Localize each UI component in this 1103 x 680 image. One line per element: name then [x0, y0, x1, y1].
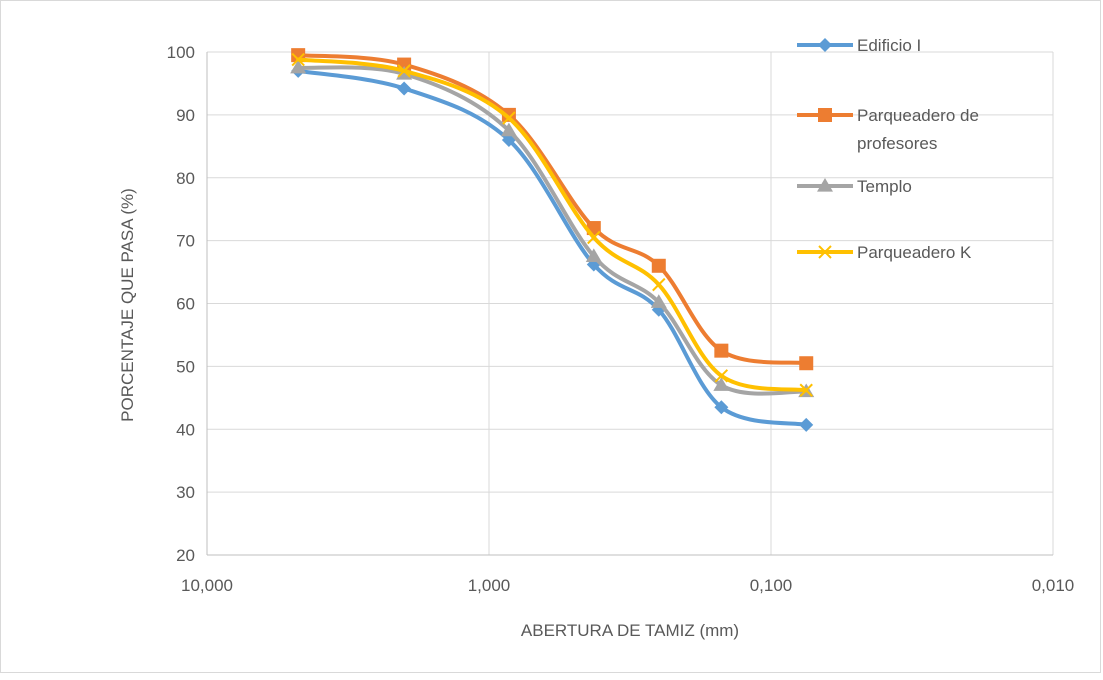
data-point	[502, 111, 516, 125]
data-point	[714, 400, 729, 415]
data-point	[397, 81, 412, 96]
legend-marker	[818, 38, 832, 52]
y-tick-label: 20	[176, 546, 195, 565]
data-point	[799, 417, 814, 432]
y-tick-label: 100	[167, 43, 195, 62]
x-tick-label: 1,000	[468, 576, 511, 595]
legend-label: Edificio I	[857, 36, 921, 55]
legend-item: Templo	[797, 177, 912, 196]
legend: Edificio I Parqueadero de profesores Templo…	[797, 36, 979, 262]
legend-label: Parqueadero de profesores	[857, 106, 979, 153]
data-point	[587, 230, 601, 245]
data-point	[652, 277, 666, 292]
y-tick-label: 50	[176, 357, 195, 376]
data-point	[651, 258, 666, 273]
data-point	[291, 52, 305, 67]
y-tick-label: 60	[176, 295, 195, 314]
legend-label: Templo	[857, 177, 912, 196]
legend-item: Edificio I	[797, 36, 921, 55]
data-point	[585, 248, 602, 262]
y-axis-label: PORCENTAJE QUE PASA (%)	[118, 188, 137, 422]
x-tick-label: 10,000	[181, 576, 233, 595]
data-point	[290, 59, 307, 74]
series-layer	[290, 48, 815, 432]
y-tick-label: 30	[176, 483, 195, 502]
y-tick-label: 70	[176, 232, 195, 251]
legend-marker	[817, 178, 833, 192]
data-point	[397, 64, 411, 78]
series-4	[291, 52, 813, 397]
y-tick-label: 90	[176, 106, 195, 125]
data-point	[714, 343, 729, 358]
legend-item: Parqueadero K	[797, 243, 972, 262]
data-point	[650, 294, 667, 308]
legend-item: Parqueadero de profesores	[797, 106, 979, 153]
grid	[206, 51, 1054, 556]
y-tick-label: 80	[176, 169, 195, 188]
axes: 20 30 40 50 60 70 80 90 100 10,000 1,000 0,100 0,010	[167, 43, 1075, 595]
x-tick-label: 0,100	[750, 576, 793, 595]
data-point	[501, 107, 516, 122]
legend-marker	[818, 108, 832, 122]
y-tick-label: 40	[176, 420, 195, 439]
data-point	[500, 122, 517, 137]
data-point	[799, 383, 813, 397]
data-point	[714, 369, 729, 383]
x-tick-label: 0,010	[1032, 576, 1075, 595]
legend-marker	[818, 245, 832, 259]
data-point	[713, 377, 730, 391]
data-point	[799, 356, 814, 371]
legend-label: Parqueadero K	[857, 243, 972, 262]
x-axis-label: ABERTURA DE TAMIZ (mm)	[521, 621, 739, 640]
